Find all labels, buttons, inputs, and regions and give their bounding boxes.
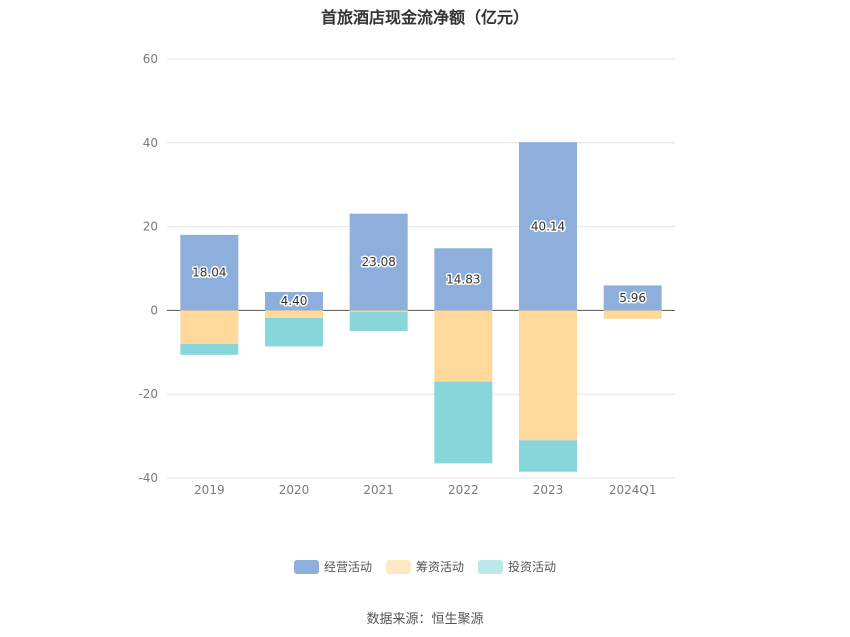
legend-label-operating: 经营活动 [323, 560, 372, 574]
data-label: 18.04 [192, 266, 226, 280]
y-tick-label: 20 [143, 220, 158, 234]
y-tick-label: 40 [143, 136, 158, 150]
data-label: 4.40 [281, 294, 308, 308]
bar-operating [349, 213, 408, 311]
x-tick-label: 2019 [194, 483, 225, 497]
bar-financing [180, 310, 239, 344]
x-tick-label: 2020 [279, 483, 310, 497]
chart-plot-area: 60 40 20 0 -20 -40 18.04 2019 4.40 2020 23.08 2021 1… [138, 52, 675, 497]
legend-label-investing: 投资活动 [508, 560, 557, 574]
bar-investing [519, 440, 577, 472]
bar-financing [519, 310, 577, 441]
bar-operating [519, 142, 577, 311]
bar-investing [434, 381, 493, 464]
bar-investing [265, 317, 323, 347]
chart-title: 首旅酒店现金流净额（亿元） [320, 8, 529, 27]
x-tick-label: 2021 [363, 483, 394, 497]
bar-operating [180, 234, 239, 311]
legend-swatch-financing [385, 559, 411, 574]
y-tick-label: 60 [143, 52, 158, 66]
legend-item-investing[interactable]: 投资活动 [478, 558, 556, 575]
data-label: 40.14 [531, 219, 565, 233]
data-label: 23.08 [361, 255, 395, 269]
bar-financing [603, 310, 662, 319]
bar-financing [434, 310, 493, 382]
data-label: 14.83 [446, 272, 480, 286]
data-source-note: 数据来源：恒生聚源 [366, 612, 484, 627]
y-tick-label: -40 [138, 471, 158, 485]
bar-financing [265, 310, 323, 318]
bar-operating [265, 291, 323, 311]
x-tick-label: 2023 [533, 483, 564, 497]
bar-investing [180, 343, 239, 355]
y-tick-label: 0 [150, 303, 158, 317]
bar-operating [603, 285, 662, 311]
x-tick-label: 2022 [448, 483, 479, 497]
chart-legend: 经营活动 筹资活动 投资活动 [0, 558, 850, 575]
x-tick-label: 2024Q1 [609, 483, 657, 497]
bar-financing [349, 310, 408, 312]
bar-operating [434, 248, 493, 311]
legend-swatch-operating [293, 559, 319, 574]
legend-item-operating[interactable]: 经营活动 [293, 558, 372, 575]
data-label: 5.96 [619, 291, 646, 305]
legend-swatch-investing [478, 559, 503, 574]
y-tick-label: -20 [138, 387, 158, 401]
bar-investing [349, 311, 408, 331]
legend-label-financing: 筹资活动 [415, 560, 464, 574]
legend-item-financing[interactable]: 筹资活动 [385, 558, 464, 575]
